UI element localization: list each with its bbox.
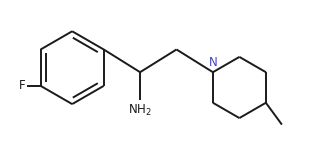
Text: NH$_2$: NH$_2$ [128,103,152,118]
Text: N: N [209,56,218,69]
Text: F: F [19,79,25,92]
